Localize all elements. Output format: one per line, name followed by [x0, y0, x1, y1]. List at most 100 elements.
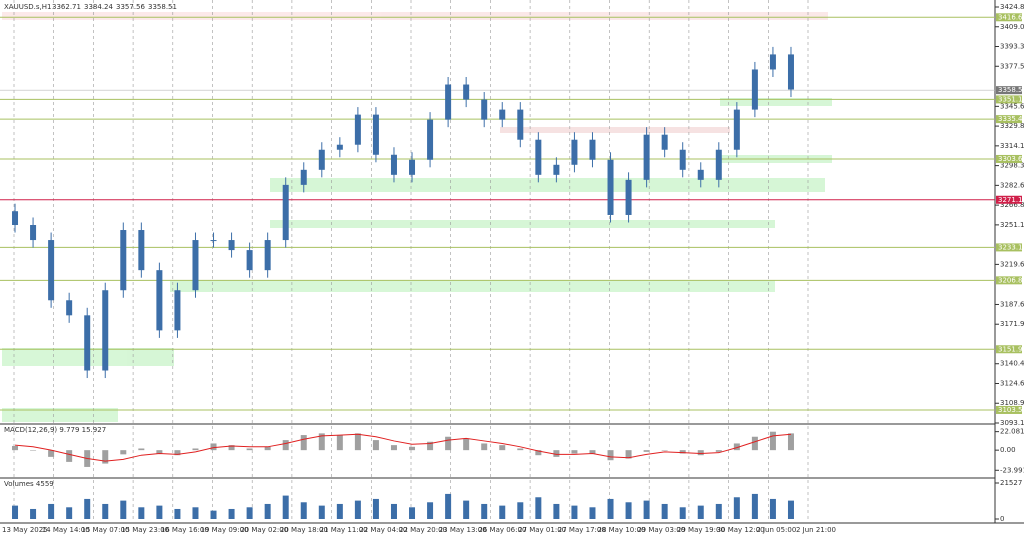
candle-body	[481, 99, 488, 120]
volume-bar	[282, 495, 289, 519]
candle-body	[84, 315, 91, 371]
x-tick-label: 30 May 12:00	[717, 526, 765, 534]
header-value: 3362.71	[52, 3, 81, 11]
macd-bar	[643, 450, 650, 452]
volume-bar	[643, 500, 650, 519]
macd-bar	[372, 440, 379, 451]
x-tick-label: 19 May 09:00	[201, 526, 249, 534]
macd-bar	[66, 450, 73, 462]
volume-bar	[535, 497, 542, 519]
volume-bar	[409, 507, 416, 519]
y-tick-label: 3409.05	[1000, 23, 1024, 31]
x-tick-label: 2 Jun 05:00	[756, 526, 796, 534]
macd-bar	[102, 450, 109, 464]
macd-bar	[589, 450, 596, 454]
macd-bar	[210, 443, 217, 451]
macd-bar	[787, 433, 794, 451]
volume-bar	[787, 500, 794, 519]
candle-body	[174, 290, 181, 331]
macd-label: MACD(12,26,9) 9.779 15.927	[4, 426, 106, 434]
volume-bar	[481, 503, 488, 519]
level-label: 3271.12	[998, 196, 1024, 204]
macd-bar	[553, 450, 560, 457]
y-tick-label: 0.00	[1000, 446, 1016, 454]
price-label: 3358.51	[998, 86, 1024, 94]
y-tick-label: 3140.40	[1000, 360, 1024, 368]
x-tick-label: 14 May 14:00	[42, 526, 90, 534]
volume-bar	[607, 498, 614, 519]
x-tick-label: 13 May 2025	[2, 526, 48, 534]
y-tick-label: 3345.60	[1000, 102, 1024, 110]
zone	[720, 98, 832, 106]
volume-bar	[553, 503, 560, 519]
x-tick-label: 29 May 19:00	[677, 526, 725, 534]
volume-bar	[48, 503, 55, 519]
level-label: 3335.41	[998, 115, 1024, 123]
macd-bar	[661, 450, 668, 451]
y-tick-label: 3093.15	[1000, 419, 1024, 427]
macd-bar	[120, 450, 127, 455]
x-tick-label: 22 May 20:00	[399, 526, 447, 534]
macd-bar	[499, 445, 506, 451]
volume-bar	[625, 502, 632, 519]
y-tick-label: 3282.60	[1000, 181, 1024, 189]
level-label: 3303.65	[998, 155, 1024, 163]
x-tick-label: 27 May 17:00	[558, 526, 606, 534]
candle-body	[30, 225, 37, 241]
level-label: 3206.88	[998, 276, 1024, 284]
x-tick-label: 27 May 01:00	[518, 526, 566, 534]
candle-body	[354, 114, 361, 145]
candle-body	[228, 240, 235, 251]
macd-bar	[174, 450, 181, 456]
macd-bar	[625, 450, 632, 459]
candle-body	[463, 84, 470, 100]
level-label: 3416.60	[998, 13, 1024, 21]
volume-bar	[192, 507, 199, 519]
candle-body	[192, 240, 199, 291]
candle-body	[769, 54, 776, 70]
macd-bar	[336, 435, 343, 451]
zone	[270, 220, 775, 228]
y-tick-label: 3424.80	[1000, 3, 1024, 11]
candle-body	[48, 240, 55, 301]
volume-bar	[336, 503, 343, 519]
x-tick-label: 2 Jun 21:00	[796, 526, 836, 534]
y-tick-label: 3171.90	[1000, 320, 1024, 328]
macd-bar	[409, 446, 416, 451]
level-label: 3103.55	[998, 406, 1024, 414]
level-label: 3351.13	[998, 95, 1024, 103]
level-label: 3151.94	[998, 345, 1024, 353]
y-tick-label: 3393.30	[1000, 43, 1024, 51]
candle-body	[661, 134, 668, 150]
y-tick-label: 3124.65	[1000, 379, 1024, 387]
y-tick-label: 3329.85	[1000, 122, 1024, 130]
candle-body	[138, 230, 145, 271]
price-label-box	[996, 86, 1022, 95]
volume-bar	[661, 503, 668, 519]
macd-bar	[751, 436, 758, 451]
x-tick-label: 23 May 13:00	[439, 526, 487, 534]
candle-body	[715, 149, 722, 180]
candle-body	[282, 184, 289, 241]
candle-body	[427, 119, 434, 160]
candle-body	[751, 69, 758, 110]
volume-bar	[571, 505, 578, 519]
level-label-box	[996, 405, 1022, 414]
candle-body	[336, 144, 343, 150]
candle-body	[517, 109, 524, 140]
volume-bar	[463, 500, 470, 519]
volume-bar	[427, 502, 434, 519]
header-value: 3384.24	[84, 3, 113, 11]
macd-bar	[138, 448, 145, 451]
zone	[2, 12, 828, 20]
candle-body	[535, 139, 542, 175]
candle-body	[553, 164, 560, 175]
volume-bar	[174, 508, 181, 519]
x-tick-label: 16 May 16:00	[161, 526, 209, 534]
candle-body	[607, 159, 614, 215]
volume-bar	[156, 505, 163, 519]
volume-bar	[102, 503, 109, 519]
zone	[500, 127, 730, 133]
